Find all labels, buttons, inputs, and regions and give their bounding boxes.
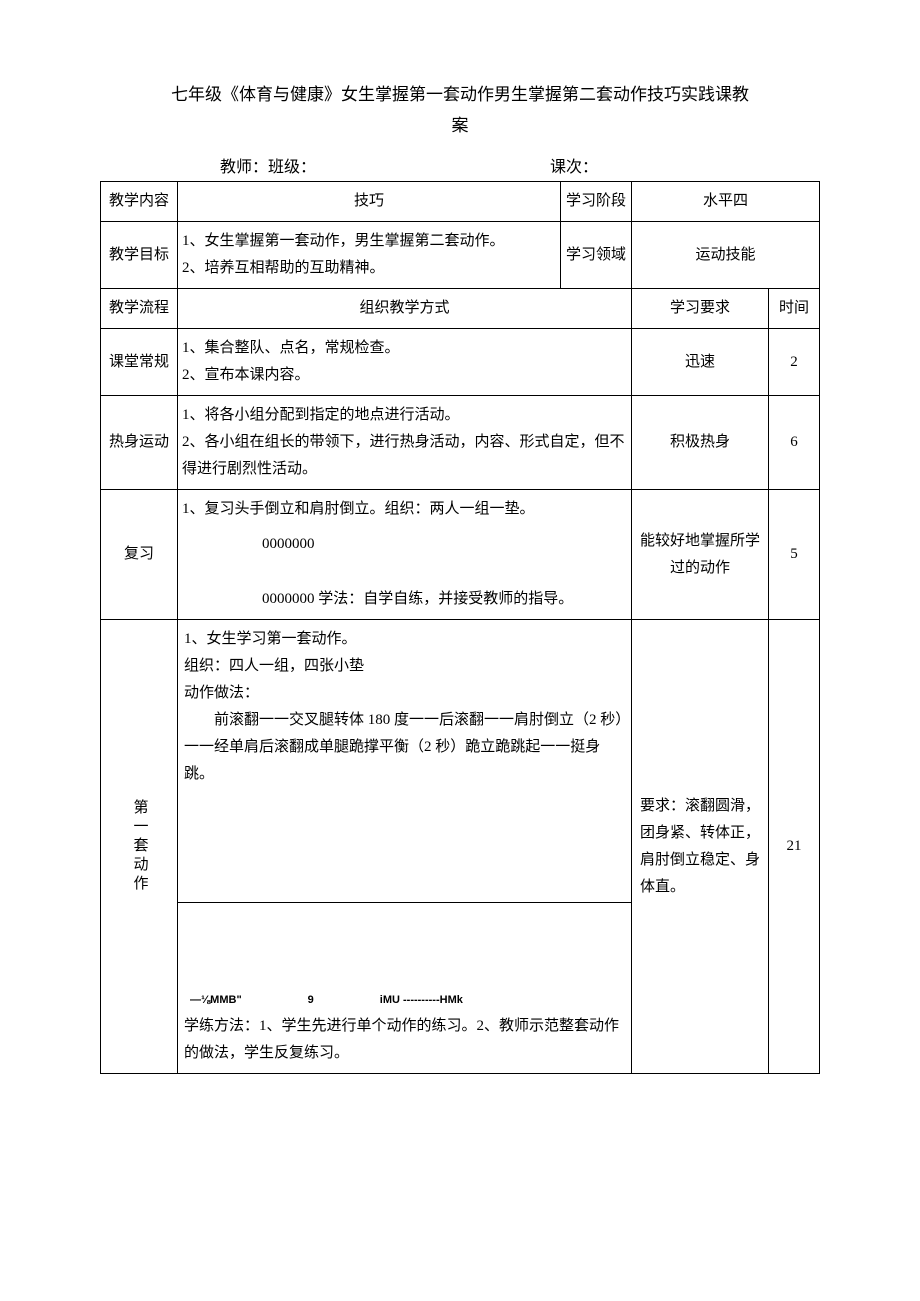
learning-stage-value: 水平四 (632, 182, 820, 222)
class-routine-req: 迅速 (632, 329, 769, 396)
warmup-label: 热身运动 (101, 396, 178, 490)
table-row: 教学流程 组织教学方式 学习要求 时间 (101, 289, 820, 329)
first-set-req: 要求：滚翻圆滑，团身紧、转体正，肩肘倒立稳定、身体直。 (632, 620, 769, 1074)
table-row: 复习 1、复习头手倒立和肩肘倒立。组织：两人一组一垫。 0000000 0000… (101, 490, 820, 620)
title-line-2: 案 (452, 116, 469, 135)
first-set-time: 21 (769, 620, 820, 1074)
review-content: 1、复习头手倒立和肩肘倒立。组织：两人一组一垫。 0000000 0000000… (178, 490, 632, 620)
review-line-1: 1、复习头手倒立和肩肘倒立。组织：两人一组一垫。 (182, 496, 627, 523)
time-label: 时间 (769, 289, 820, 329)
first-set-label: 第一套动作 (101, 620, 178, 1074)
teaching-flow-label: 教学流程 (101, 289, 178, 329)
class-routine-label: 课堂常规 (101, 329, 178, 396)
meta-line: 教师：班级： 课次： (100, 153, 820, 177)
class-routine-content: 1、集合整队、点名，常规检查。 2、宣布本课内容。 (178, 329, 632, 396)
warmup-content: 1、将各小组分配到指定的地点进行活动。 2、各小组在组长的带领下，进行热身活动，… (178, 396, 632, 490)
teaching-content-label: 教学内容 (101, 182, 178, 222)
session-label: 课次： (550, 153, 598, 177)
table-row: 教学目标 1、女生掌握第一套动作，男生掌握第二套动作。 2、培养互相帮助的互助精… (101, 222, 820, 289)
review-diagram-1: 0000000 (182, 531, 627, 558)
class-routine-time: 2 (769, 329, 820, 396)
learning-stage-label: 学习阶段 (561, 182, 632, 222)
table-row: 热身运动 1、将各小组分配到指定的地点进行活动。 2、各小组在组长的带领下，进行… (101, 396, 820, 490)
document-title: 七年级《体育与健康》女生掌握第一套动作男生掌握第二套动作技巧实践课教 案 (100, 80, 820, 141)
title-line-1: 七年级《体育与健康》女生掌握第一套动作男生掌握第二套动作技巧实践课教 (171, 85, 749, 104)
first-set-odd-text: —⅛MMB" 9 iMU ----------HMk (184, 989, 625, 1013)
first-set-method: 学练方法：1、学生先进行单个动作的练习。2、教师示范整套动作的做法，学生反复练习… (184, 1013, 625, 1067)
teacher-class-label: 教师：班级： (220, 153, 316, 177)
table-row: 教学内容 技巧 学习阶段 水平四 (101, 182, 820, 222)
teaching-goal-label: 教学目标 (101, 222, 178, 289)
lesson-plan-table: 教学内容 技巧 学习阶段 水平四 教学目标 1、女生掌握第一套动作，男生掌握第二… (100, 181, 820, 1074)
table-row: 第一套动作 1、女生学习第一套动作。 组织：四人一组，四张小垫 动作做法： 前滚… (101, 620, 820, 1074)
first-set-label-text: 第一套动作 (126, 799, 153, 894)
teaching-goal-value: 1、女生掌握第一套动作，男生掌握第二套动作。 2、培养互相帮助的互助精神。 (178, 222, 561, 289)
warmup-time: 6 (769, 396, 820, 490)
review-time: 5 (769, 490, 820, 620)
org-teaching-method-label: 组织教学方式 (178, 289, 632, 329)
first-set-content: 1、女生学习第一套动作。 组织：四人一组，四张小垫 动作做法： 前滚翻一一交叉腿… (178, 620, 632, 1074)
learning-domain-label: 学习领域 (561, 222, 632, 289)
learning-requirement-label: 学习要求 (632, 289, 769, 329)
table-row: 课堂常规 1、集合整队、点名，常规检查。 2、宣布本课内容。 迅速 2 (101, 329, 820, 396)
first-set-bottom: —⅛MMB" 9 iMU ----------HMk 学练方法：1、学生先进行单… (178, 903, 631, 1073)
review-line-3: 0000000 学法：自学自练，并接受教师的指导。 (182, 586, 627, 613)
review-label: 复习 (101, 490, 178, 620)
learning-domain-value: 运动技能 (632, 222, 820, 289)
first-set-top: 1、女生学习第一套动作。 组织：四人一组，四张小垫 动作做法： 前滚翻一一交叉腿… (178, 620, 631, 903)
warmup-req: 积极热身 (632, 396, 769, 490)
review-req: 能较好地掌握所学过的动作 (632, 490, 769, 620)
teaching-content-value: 技巧 (178, 182, 561, 222)
